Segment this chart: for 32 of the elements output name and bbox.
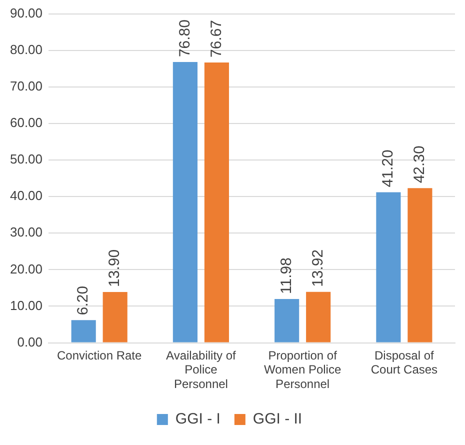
bar [71, 320, 96, 342]
data-label: 11.98 [278, 258, 295, 294]
x-tick-label: Conviction Rate [56, 348, 142, 362]
x-tick-label: Disposal of Court Cases [370, 348, 438, 377]
legend-label: GGI - I [175, 410, 220, 428]
y-tick-label: 0.00 [17, 334, 43, 350]
y-tick-label: 80.00 [10, 42, 43, 57]
y-tick-label: 20.00 [10, 261, 43, 276]
y-tick-label: 60.00 [10, 115, 43, 130]
data-label: 42.30 [411, 146, 428, 184]
bar [376, 192, 401, 342]
bar [408, 188, 432, 342]
bar [306, 292, 331, 342]
bar [274, 299, 300, 342]
legend-label: GGI - II [252, 410, 302, 428]
bar [172, 62, 198, 342]
bar [102, 292, 128, 342]
x-tick-label: Availability of Police Personnel [166, 348, 237, 392]
y-tick-label: 50.00 [10, 152, 43, 167]
data-label: 13.90 [106, 249, 124, 287]
y-tick-label: 70.00 [10, 78, 43, 94]
data-label: 76.80 [176, 20, 194, 58]
data-label: 41.20 [380, 150, 397, 188]
data-label: 6.20 [74, 286, 92, 316]
y-tick-label: 30.00 [10, 224, 43, 240]
bar [204, 62, 229, 342]
y-tick-label: 40.00 [10, 188, 43, 204]
data-label: 13.92 [309, 249, 326, 287]
data-label: 76.67 [208, 20, 225, 58]
y-tick-label: 90.00 [10, 5, 43, 20]
x-tick-label: Proportion of Women Police Personnel [264, 348, 342, 392]
y-tick-label: 10.00 [10, 298, 43, 313]
